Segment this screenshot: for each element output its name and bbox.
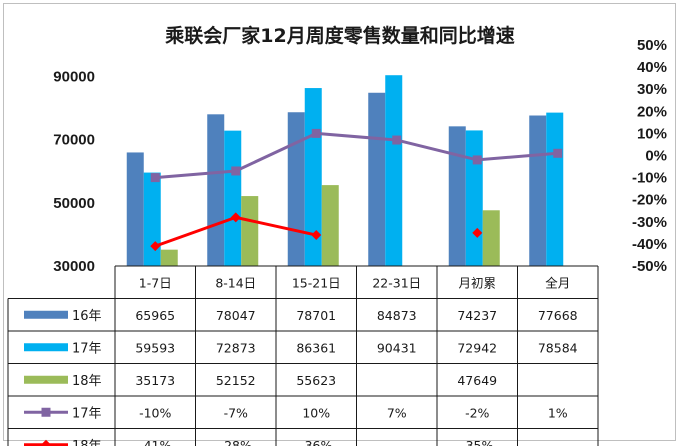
bar-18年-4	[482, 210, 500, 266]
y2-tick-label: 10%	[637, 125, 667, 142]
bar-17年-2	[304, 88, 322, 266]
data-label: 84873	[377, 308, 417, 323]
data-label: 78047	[216, 308, 256, 323]
legend-label: 18年	[72, 439, 102, 446]
category-label: 15-21日	[292, 275, 341, 290]
category-label: 8-14日	[215, 275, 256, 290]
data-label: -35%	[461, 438, 493, 446]
legend-key-18年	[24, 375, 68, 384]
data-label: 77668	[538, 308, 578, 323]
bar-18年-0	[160, 249, 178, 266]
data-label: 1%	[548, 405, 568, 420]
line-point-0-5	[553, 148, 563, 158]
line-point-0-3	[392, 135, 402, 145]
category-label: 22-31日	[372, 275, 421, 290]
line-segment-1	[235, 215, 317, 237]
plot-area: 90000 70000 50000 30000 50% 40% 30% 20% 10% 0% -10…	[53, 37, 667, 275]
category-label: 月初累	[458, 275, 496, 290]
data-label: 47649	[457, 373, 497, 388]
y-tick-label: 90000	[53, 69, 95, 86]
data-label: -2%	[465, 405, 489, 420]
category-label: 1-7日	[139, 275, 172, 290]
y2-tick-label: 0%	[645, 148, 667, 165]
line-segment-0	[396, 138, 478, 162]
y2-tick-label: 50%	[637, 37, 667, 54]
data-label: 7%	[387, 405, 407, 420]
legend-label: 16年	[72, 309, 102, 324]
line-point-0-2	[311, 128, 321, 138]
legend-label: 18年	[72, 374, 102, 389]
data-label: -28%	[220, 438, 252, 446]
category-label: 全月	[545, 275, 570, 290]
data-label: 55623	[296, 373, 336, 388]
data-label: 65965	[135, 308, 175, 323]
line-point-0-0	[150, 173, 160, 183]
bar-18年-1	[241, 196, 259, 266]
line-segment-1	[154, 215, 237, 248]
line-segment-0	[477, 151, 558, 162]
line-point-0-1	[231, 166, 241, 176]
data-label: -10%	[139, 405, 171, 420]
data-label: 74237	[457, 308, 497, 323]
line-point-1-2	[311, 230, 322, 241]
y2-tick-label: -40%	[632, 236, 667, 253]
bar-16年-1	[207, 114, 225, 267]
bar-17年-5	[546, 112, 564, 266]
bar-16年-2	[287, 112, 305, 266]
bar-16年-3	[368, 92, 386, 266]
bar-17年-4	[465, 130, 483, 266]
y2-tick-label: -20%	[632, 192, 667, 209]
data-label: 78701	[296, 308, 336, 323]
y2-tick-label: -30%	[632, 214, 667, 231]
legend-key-16年	[24, 310, 68, 319]
line-point-1-0	[150, 241, 161, 252]
legend-label: 17年	[72, 341, 102, 356]
data-label: 10%	[302, 405, 330, 420]
data-table: 1-7日 8-14日 15-21日 22-31日 月初累 全月 16年 65965 78047 7…	[7, 265, 599, 446]
line-segment-0	[316, 131, 397, 142]
bar-17年-1	[224, 130, 242, 266]
y2-tick-label: 30%	[637, 81, 667, 98]
y2-tick-label: -50%	[632, 258, 667, 275]
data-label: 72873	[216, 340, 256, 355]
data-label: 52152	[216, 373, 256, 388]
y2-tick-label: 40%	[637, 59, 667, 76]
legend-label: 17年	[72, 406, 102, 421]
line-point-0-4	[472, 155, 482, 165]
y-tick-label: 30000	[53, 258, 95, 275]
line-point-1-4	[472, 227, 483, 238]
y-tick-label: 70000	[53, 132, 95, 149]
bar-17年-3	[385, 75, 403, 267]
data-label: 78584	[538, 340, 578, 355]
data-label: -41%	[139, 438, 171, 446]
bar-18年-2	[321, 185, 339, 266]
bar-17年-0	[143, 172, 161, 266]
legend-key-marker	[41, 407, 51, 417]
data-label: 59593	[135, 340, 175, 355]
legend-key-17年	[24, 343, 68, 352]
bar-16年-4	[448, 126, 466, 267]
data-label: 90431	[377, 340, 417, 355]
data-label: 86361	[296, 340, 336, 355]
legend-key-marker	[41, 439, 51, 446]
line-point-1-1	[230, 212, 241, 223]
line-segment-0	[235, 132, 317, 173]
data-label: -7%	[224, 405, 248, 420]
y2-tick-label: 20%	[637, 103, 667, 120]
bar-16年-5	[529, 115, 547, 267]
line-segment-0	[155, 169, 236, 180]
chart-title: 乘联会厂家12月周度零售数量和同比增速	[164, 24, 514, 47]
data-label: 35173	[135, 373, 175, 388]
bar-16年-0	[126, 152, 144, 266]
data-label: 72942	[457, 340, 497, 355]
y2-tick-label: -10%	[632, 170, 667, 187]
y-tick-label: 50000	[53, 195, 95, 212]
data-label: -36%	[300, 438, 332, 446]
